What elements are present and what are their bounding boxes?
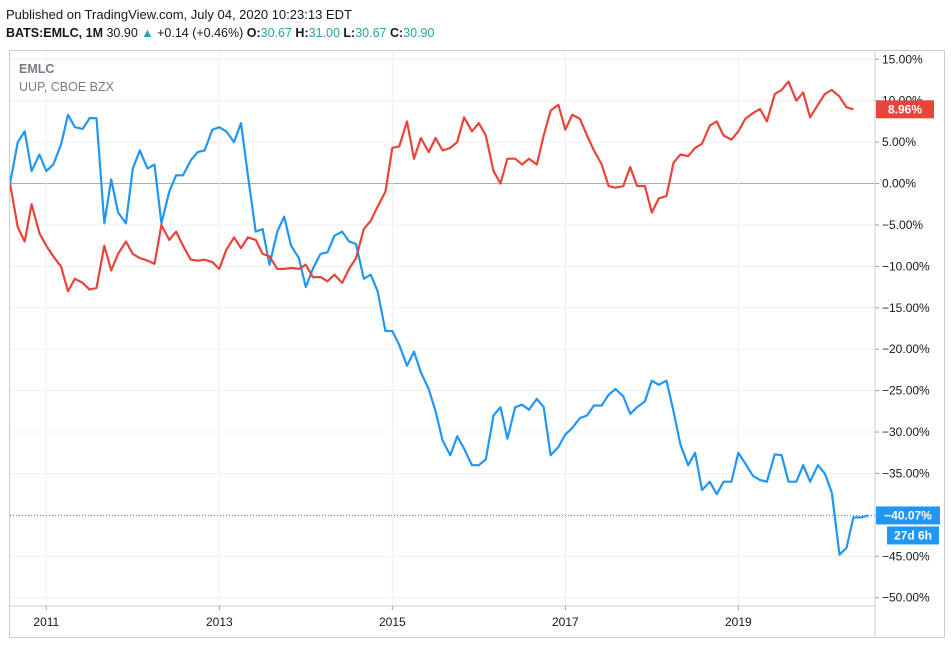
legend-uup: UUP, CBOE BZX bbox=[19, 80, 115, 94]
last-price: 30.90 bbox=[106, 26, 138, 40]
low-value: 30.67 bbox=[355, 26, 387, 40]
emlc-last-value-label: −40.07% bbox=[884, 508, 932, 522]
open-label: O: bbox=[246, 26, 261, 40]
series-line-emlc[interactable] bbox=[8, 113, 869, 556]
y-tick-label: −5.00% bbox=[882, 218, 923, 232]
open-value: 30.67 bbox=[260, 26, 292, 40]
y-tick-label: −20.00% bbox=[882, 342, 930, 356]
x-tick-label: 2011 bbox=[33, 615, 59, 629]
y-tick-label: −50.00% bbox=[882, 591, 930, 605]
high-label: H: bbox=[295, 26, 309, 40]
legend-emlc: EMLC bbox=[19, 62, 54, 76]
y-tick-label: −25.00% bbox=[882, 384, 930, 398]
chart-header: Published on TradingView.com, July 04, 2… bbox=[6, 6, 434, 42]
high-value: 31.00 bbox=[308, 26, 340, 40]
y-tick-label: 0.00% bbox=[882, 177, 916, 191]
symbol-line: BATS:EMLC, 1M 30.90 ▲ +0.14 (+0.46%) O:3… bbox=[6, 24, 434, 42]
y-tick-label: 15.00% bbox=[882, 52, 923, 66]
y-tick-label: −10.00% bbox=[882, 259, 930, 273]
y-tick-label: −30.00% bbox=[882, 425, 930, 439]
y-tick-label: −15.00% bbox=[882, 301, 930, 315]
countdown-bg bbox=[887, 526, 939, 545]
uup-last-value-label: 8.96% bbox=[888, 102, 922, 116]
y-tick-label: 5.00% bbox=[882, 135, 916, 149]
close-value: 30.90 bbox=[403, 26, 435, 40]
symbol-name: BATS:EMLC, 1M bbox=[6, 26, 103, 40]
up-arrow-icon: ▲ bbox=[141, 26, 154, 40]
low-label: L: bbox=[343, 26, 356, 40]
close-label: C: bbox=[389, 26, 404, 40]
emlc-last-value-label-bg bbox=[876, 506, 940, 525]
published-line: Published on TradingView.com, July 04, 2… bbox=[6, 7, 352, 22]
x-tick-label: 2017 bbox=[552, 615, 579, 629]
uup-last-value-label-bg bbox=[876, 100, 934, 119]
y-tick-label: −45.00% bbox=[882, 549, 930, 563]
x-tick-label: 2019 bbox=[725, 615, 752, 629]
x-tick-label: 2013 bbox=[206, 615, 233, 629]
countdown-label: 27d 6h bbox=[894, 528, 932, 542]
series-line-uup[interactable] bbox=[8, 80, 854, 293]
y-tick-label: −35.00% bbox=[882, 466, 930, 480]
price-change: +0.14 (+0.46%) bbox=[157, 26, 244, 40]
x-tick-label: 2015 bbox=[379, 615, 406, 629]
